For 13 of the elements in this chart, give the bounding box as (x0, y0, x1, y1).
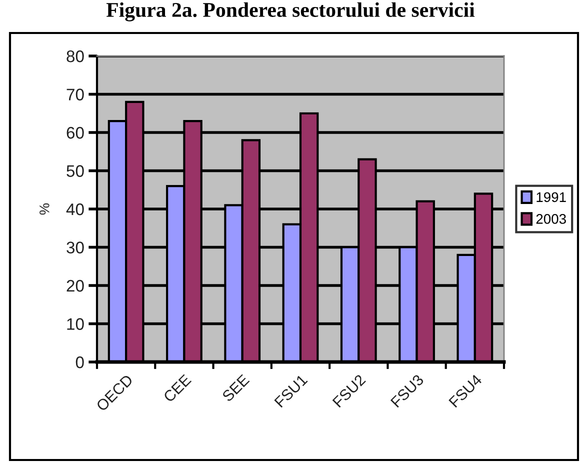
y-tick-label: 10 (67, 318, 84, 330)
chart-title: Figura 2a. Ponderea sectorului de servicii (106, 2, 475, 22)
y-tick-label: 30 (66, 242, 84, 254)
legend-label: 2003 (536, 214, 566, 224)
y-tick-label: 0 (76, 356, 84, 368)
y-tick-label: 20 (66, 280, 84, 292)
legend-label: 1991 (536, 192, 566, 202)
y-tick-label: 80 (66, 50, 84, 62)
y-axis-title: % (40, 203, 50, 215)
y-tick-label: 40 (66, 203, 84, 216)
y-tick-label: 50 (66, 165, 84, 177)
y-tick-label: 60 (66, 126, 84, 139)
y-tick-label: 70 (66, 88, 84, 100)
